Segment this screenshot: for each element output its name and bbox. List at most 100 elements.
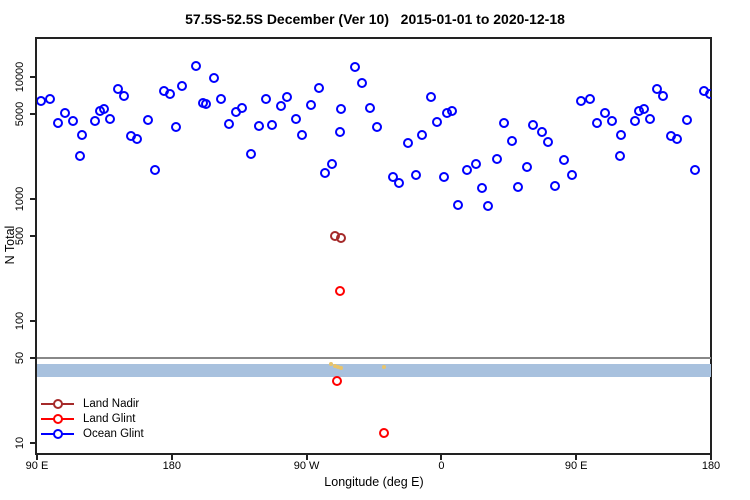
legend-label-land-nadir: Land Nadir [83, 397, 140, 410]
data-point-ocean-glint [150, 165, 161, 176]
data-point-ocean-glint [201, 99, 212, 110]
data-point-land-nadir [336, 232, 347, 243]
legend-row-land-glint: Land Glint [41, 411, 144, 426]
legend-label-land-glint: Land Glint [83, 412, 136, 425]
data-point-ocean-glint [132, 134, 143, 145]
data-point-ocean-glint [599, 107, 610, 118]
x-tick-mark [36, 454, 38, 460]
data-point-ocean-glint [394, 178, 405, 189]
data-point-ocean-glint [67, 116, 78, 127]
data-point-ocean-glint [357, 77, 368, 88]
chart-title: 57.5S-52.5S December (Ver 10) 2015-01-01… [185, 11, 565, 27]
data-point-ocean-glint [105, 113, 116, 124]
data-point-ocean-glint [542, 136, 553, 147]
x-tick-mark [440, 454, 443, 460]
data-point-ocean-glint [482, 201, 493, 212]
data-point-ocean-glint [461, 165, 472, 176]
legend-marker-ocean-glint-icon [41, 427, 74, 440]
y-tick-mark [30, 198, 36, 200]
data-point-ocean-glint [689, 165, 700, 176]
data-point-ocean-glint [410, 170, 421, 181]
unlabeled-yellow-marker [333, 363, 338, 368]
data-point-ocean-glint [584, 94, 595, 105]
reference-line [37, 356, 711, 359]
unlabeled-yellow-marker [339, 366, 344, 371]
y-tick-mark [30, 320, 36, 322]
data-point-ocean-glint [644, 113, 655, 124]
legend-row-ocean-glint: Ocean Glint [41, 426, 144, 441]
y-tick-label: 100 [14, 311, 26, 331]
y-tick-mark [30, 442, 36, 444]
y-tick-label: 10000 [14, 61, 26, 93]
data-point-ocean-glint [253, 121, 264, 132]
data-point-ocean-glint [267, 120, 278, 131]
data-point-ocean-glint [671, 134, 682, 145]
y-tick-mark [30, 112, 36, 115]
data-point-ocean-glint [282, 91, 293, 102]
data-point-ocean-glint [306, 100, 317, 111]
data-point-ocean-glint [75, 151, 86, 162]
data-point-ocean-glint [614, 151, 625, 162]
legend: Land Nadir Land Glint Ocean Glint [41, 396, 144, 441]
data-point-ocean-glint [261, 94, 272, 105]
data-point-land-glint [379, 428, 390, 439]
x-tick-label: 180 [701, 460, 721, 472]
data-point-ocean-glint [76, 130, 87, 141]
data-point-ocean-glint [431, 117, 442, 128]
data-point-ocean-glint [550, 180, 561, 191]
x-tick-mark [170, 454, 173, 460]
unlabeled-yellow-marker [336, 364, 341, 369]
legend-label-ocean-glint: Ocean Glint [83, 427, 144, 440]
y-tick-mark [30, 356, 36, 359]
data-point-ocean-glint [297, 130, 308, 141]
data-point-ocean-glint [521, 161, 532, 172]
data-point-ocean-glint [237, 103, 248, 113]
data-point-ocean-glint [607, 116, 618, 127]
x-tick-mark [575, 454, 578, 460]
data-point-ocean-glint [45, 94, 56, 105]
data-point-ocean-glint [629, 116, 640, 127]
y-tick-mark [30, 76, 36, 78]
data-point-ocean-glint [476, 183, 487, 194]
data-point-ocean-glint [52, 118, 63, 129]
data-point-ocean-glint [276, 100, 287, 111]
data-point-ocean-glint [177, 81, 188, 92]
y-tick-label: 5000 [14, 101, 26, 126]
data-point-ocean-glint [99, 103, 110, 114]
data-point-ocean-glint [416, 130, 427, 141]
x-tick-label: 90 W [293, 460, 320, 472]
x-tick-mark [305, 454, 308, 460]
y-tick-label: 1000 [14, 186, 26, 212]
data-point-ocean-glint [349, 62, 360, 73]
data-point-ocean-glint [566, 170, 577, 181]
y-tick-label: 50 [14, 351, 26, 364]
data-point-ocean-glint [223, 118, 234, 129]
data-point-land-glint [334, 286, 345, 297]
data-point-land-glint [331, 376, 342, 387]
data-point-ocean-glint [208, 73, 219, 84]
data-point-ocean-glint [512, 181, 523, 192]
plot-border [35, 37, 712, 455]
data-point-ocean-glint [371, 122, 382, 133]
y-tick-label: 500 [14, 226, 26, 245]
unlabeled-yellow-marker [328, 362, 333, 367]
data-point-ocean-glint [491, 153, 502, 164]
threshold-band [37, 364, 711, 377]
data-point-ocean-glint [246, 149, 257, 160]
data-point-ocean-glint [682, 115, 693, 126]
data-point-ocean-glint [364, 103, 375, 113]
legend-marker-land-nadir-icon [41, 397, 74, 410]
x-tick-label: 90 E [564, 460, 588, 472]
data-point-ocean-glint [652, 84, 663, 95]
x-tick-mark [710, 454, 712, 460]
data-point-ocean-glint [319, 168, 330, 179]
data-point-ocean-glint [638, 103, 649, 114]
data-point-ocean-glint [536, 126, 547, 137]
data-point-ocean-glint [171, 122, 182, 133]
data-point-ocean-glint [559, 155, 570, 166]
x-tick-label: 180 [162, 460, 181, 472]
x-tick-label: 0 [438, 460, 445, 472]
data-point-ocean-glint [425, 91, 436, 102]
data-point-ocean-glint [327, 158, 338, 169]
